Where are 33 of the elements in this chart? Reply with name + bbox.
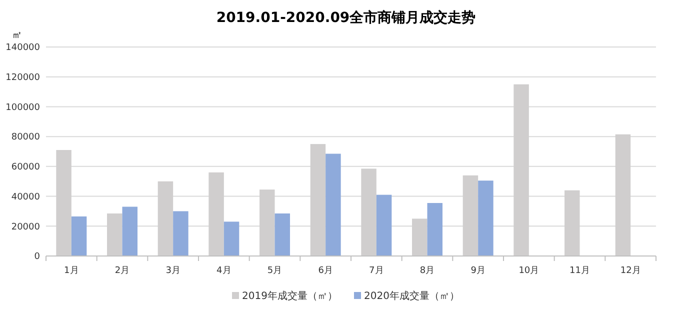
bar bbox=[326, 154, 341, 256]
y-tick-label: 60000 bbox=[11, 162, 40, 173]
y-tick-label: 40000 bbox=[11, 192, 40, 202]
x-tick-label: 10月 bbox=[518, 266, 540, 276]
bar bbox=[376, 194, 392, 256]
bar bbox=[427, 203, 442, 256]
bar bbox=[173, 211, 188, 256]
x-tick-label: 3月 bbox=[166, 266, 180, 276]
x-tick-label: 9月 bbox=[470, 266, 486, 276]
bar bbox=[274, 213, 290, 256]
y-tick-label: 20000 bbox=[11, 222, 40, 232]
legend-label: 2020年成交量（㎡） bbox=[364, 290, 460, 302]
legend-label: 2019年成交量（㎡） bbox=[242, 290, 338, 302]
y-axis-title: ㎡ bbox=[12, 30, 22, 41]
y-tick-label: 80000 bbox=[11, 132, 40, 143]
bar bbox=[71, 216, 87, 256]
bar bbox=[478, 180, 494, 256]
bar bbox=[122, 206, 138, 256]
x-tick-label: 2月 bbox=[114, 266, 130, 276]
x-tick-label: 6月 bbox=[318, 266, 333, 276]
x-tick-label: 1月 bbox=[64, 266, 79, 276]
y-tick-label: 120000 bbox=[6, 73, 40, 84]
y-tick-label: 100000 bbox=[6, 102, 40, 113]
x-tick-label: 11月 bbox=[570, 266, 590, 276]
x-tick-label: 5月 bbox=[267, 266, 282, 276]
chart-title: 2019.01-2020.09全市商铺月成交走势 bbox=[216, 9, 476, 26]
x-tick-label: 4月 bbox=[216, 266, 232, 276]
x-tick-label: 8月 bbox=[420, 266, 435, 276]
y-tick-label: 0 bbox=[34, 252, 40, 262]
bar bbox=[224, 222, 240, 256]
x-tick-label: 12月 bbox=[620, 266, 641, 276]
y-tick-label: 140000 bbox=[6, 43, 40, 54]
x-tick-label: 7月 bbox=[369, 266, 384, 276]
